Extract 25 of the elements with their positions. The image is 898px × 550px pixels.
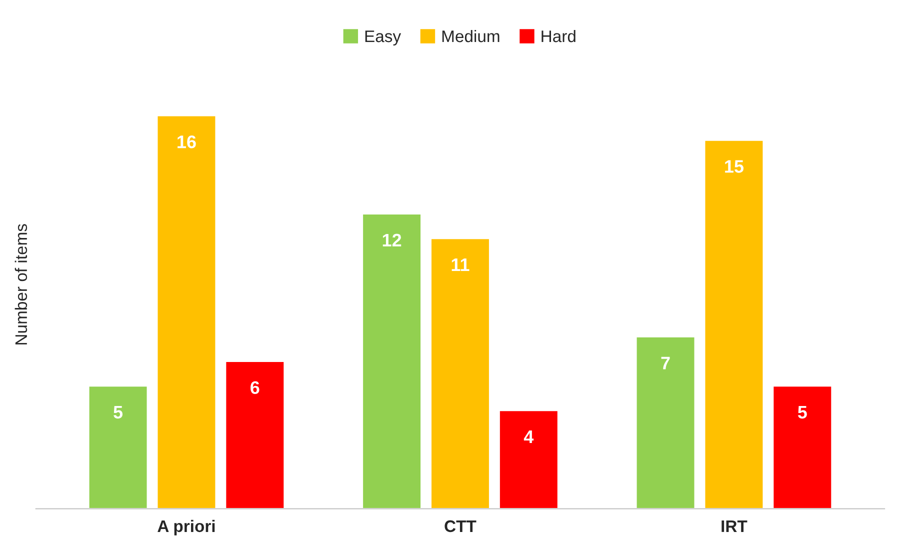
data-label: 15 — [725, 160, 744, 173]
bar — [88, 385, 148, 509]
x-tick-label: CTT — [444, 520, 476, 532]
legend-label: Hard — [542, 30, 576, 42]
data-label: 11 — [452, 258, 470, 271]
bar — [635, 336, 696, 509]
data-label: 5 — [798, 406, 807, 419]
bar — [224, 360, 286, 509]
bar — [704, 139, 764, 509]
legend-label: Easy — [365, 30, 402, 46]
legend-label: Medium — [442, 30, 500, 42]
x-tick-label: IRT — [722, 520, 748, 532]
data-label: 12 — [382, 234, 402, 246]
bar — [772, 385, 833, 509]
data-label: 7 — [661, 356, 670, 370]
bar — [362, 213, 422, 509]
bar — [430, 238, 490, 509]
x-tick-label: A priori — [158, 520, 215, 536]
data-label: 4 — [524, 430, 534, 443]
bar — [156, 114, 217, 509]
y-axis-title: Number of items — [14, 224, 28, 344]
data-label: 16 — [178, 135, 196, 148]
bar — [498, 410, 559, 509]
data-label: 5 — [114, 406, 123, 419]
data-label: 6 — [250, 381, 260, 394]
